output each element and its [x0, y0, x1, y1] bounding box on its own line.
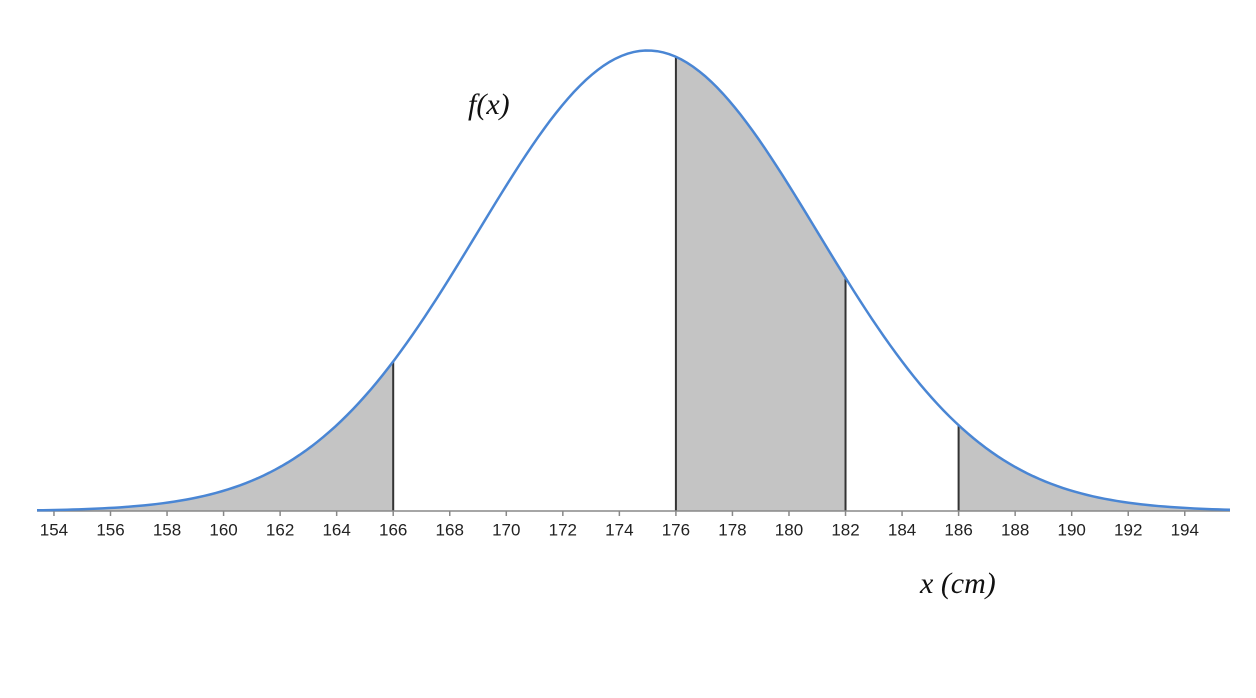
x-tick-label: 176 — [662, 520, 690, 539]
x-tick-label: 154 — [40, 520, 68, 539]
x-tick-label: 162 — [266, 520, 294, 539]
x-tick-label: 164 — [322, 520, 350, 539]
density-curve — [36, 49, 1231, 512]
shaded-region — [675, 56, 846, 512]
curve-label: f(x) — [468, 88, 510, 121]
shaded-region — [37, 361, 394, 511]
x-tick-label: 194 — [1171, 520, 1199, 539]
x-tick-label: 180 — [775, 520, 803, 539]
x-tick-label: 188 — [1001, 520, 1029, 539]
x-tick-label: 186 — [944, 520, 972, 539]
x-tick-label: 170 — [492, 520, 520, 539]
x-tick-label: 168 — [436, 520, 464, 539]
x-tick-label: 160 — [209, 520, 237, 539]
x-axis-label: x (cm) — [919, 567, 996, 600]
x-tick-label: 156 — [96, 520, 124, 539]
x-tick-label: 178 — [718, 520, 746, 539]
x-tick-label: 190 — [1057, 520, 1085, 539]
x-tick-label: 184 — [888, 520, 916, 539]
x-tick-label: 182 — [831, 520, 859, 539]
shaded-region — [958, 425, 1230, 511]
x-tick-label: 174 — [605, 520, 633, 539]
x-tick-label: 192 — [1114, 520, 1142, 539]
x-tick-label: 158 — [153, 520, 181, 539]
x-tick-label: 172 — [549, 520, 577, 539]
x-tick-label: 166 — [379, 520, 407, 539]
